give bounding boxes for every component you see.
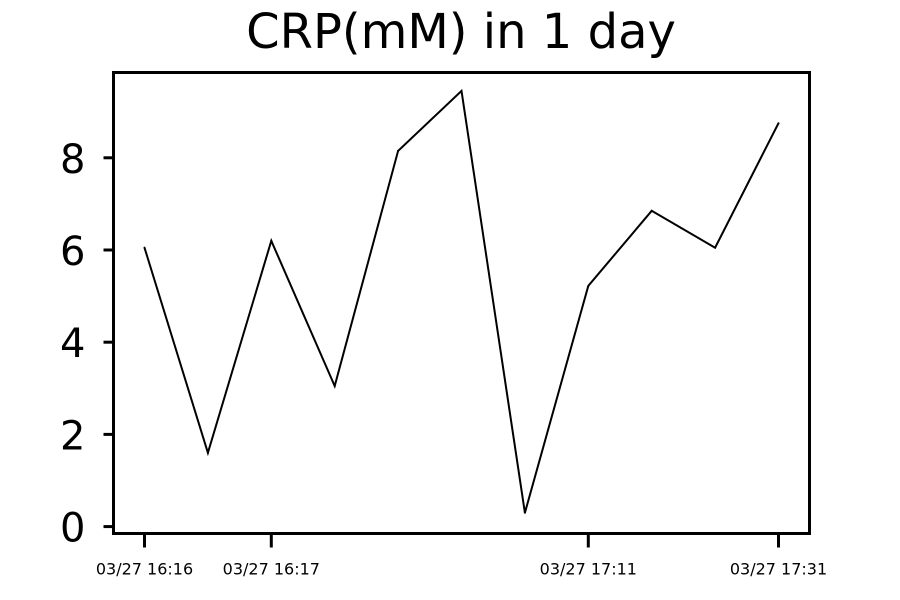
y-tick-label: 6 — [60, 229, 85, 275]
x-tick-label: 03/27 16:17 — [223, 560, 320, 579]
y-tick-label: 0 — [60, 506, 85, 552]
data-point — [523, 511, 526, 514]
series-line — [143, 88, 780, 514]
plot-frame — [112, 71, 811, 535]
data-point — [333, 384, 336, 387]
data-point — [587, 284, 590, 287]
x-axis: 03/27 16:16 03/27 16:17 03/27 17:11 03/27 1… — [96, 533, 827, 579]
y-axis: 0 2 4 6 8 — [60, 137, 114, 552]
data-point — [650, 209, 653, 212]
series-layer — [143, 88, 780, 514]
data-point — [714, 246, 717, 249]
data-point — [270, 239, 273, 242]
data-point — [460, 89, 463, 92]
data-point — [143, 246, 146, 249]
chart-title: CRP(mM) in 1 day — [246, 4, 676, 60]
x-tick-label: 03/27 17:31 — [730, 560, 827, 579]
x-tick-label: 03/27 16:16 — [96, 560, 193, 579]
y-tick-label: 4 — [60, 321, 85, 367]
data-point — [397, 149, 400, 152]
data-point — [206, 451, 209, 454]
y-tick-label: 2 — [60, 413, 85, 459]
x-tick-label: 03/27 17:11 — [540, 560, 637, 579]
y-tick-label: 8 — [60, 137, 85, 183]
data-point — [777, 122, 780, 125]
